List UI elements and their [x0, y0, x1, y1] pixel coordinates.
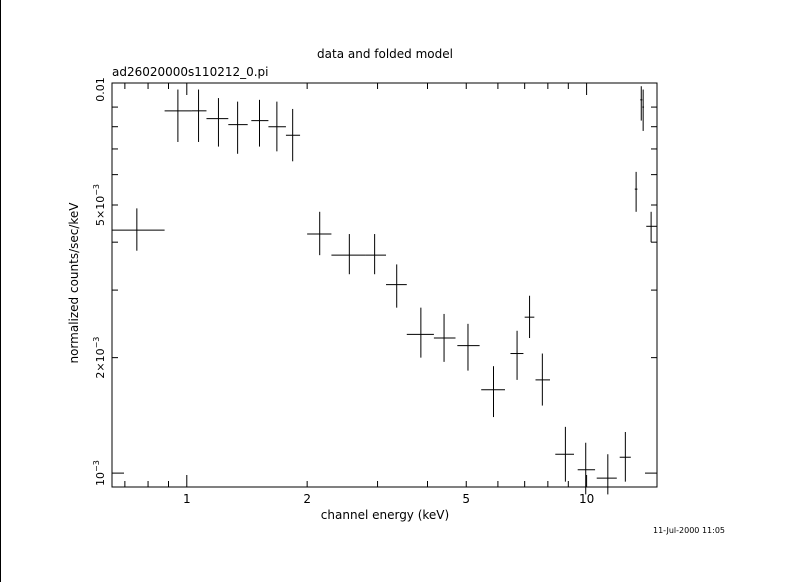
x-tick-label: 10	[579, 492, 594, 506]
data-point	[251, 99, 269, 147]
data-point	[481, 366, 505, 418]
data-point	[307, 211, 332, 256]
data-point	[365, 234, 387, 275]
x-axis-label: channel energy (keV)	[321, 508, 449, 522]
data-point	[228, 101, 248, 154]
chart-subtitle: ad26020000s110212_0.pi	[112, 65, 269, 79]
data-point	[535, 353, 551, 406]
y-tick-label: 0.01	[94, 77, 107, 102]
data-point	[206, 98, 229, 147]
data-points	[112, 86, 657, 495]
y-tick-label: 10−3	[92, 460, 107, 486]
x-tick-label: 5	[462, 492, 470, 506]
data-point	[268, 101, 286, 152]
data-point	[555, 426, 574, 482]
data-point	[619, 431, 631, 482]
data-point	[191, 89, 207, 142]
data-point	[524, 295, 535, 339]
y-tick-label: 5×10−3	[92, 184, 107, 226]
axis-ticks	[112, 83, 657, 487]
window-left-border	[0, 0, 1, 582]
chart-title: data and folded model	[317, 47, 453, 61]
tick-labels: 1 2 5 10 10−3 2×10−3 5×10−3 0.01	[92, 77, 594, 506]
timestamp: 11-Jul-2000 11:05	[653, 526, 725, 535]
data-point	[634, 171, 638, 212]
data-point	[640, 86, 643, 121]
data-point	[642, 89, 645, 131]
data-point	[285, 108, 301, 162]
y-axis-label: normalized counts/sec/keV	[67, 202, 81, 364]
x-tick-label: 1	[183, 492, 191, 506]
data-point	[510, 330, 524, 380]
data-point	[596, 454, 617, 495]
data-point	[112, 208, 165, 251]
data-point	[433, 313, 456, 362]
data-point	[386, 264, 407, 308]
data-point	[164, 89, 192, 142]
x-tick-label: 2	[303, 492, 311, 506]
plot-frame	[111, 82, 658, 488]
data-point	[406, 307, 434, 358]
y-tick-label: 2×10−3	[92, 337, 107, 379]
data-point	[457, 323, 480, 371]
data-point	[577, 442, 596, 495]
data-point	[331, 234, 366, 275]
data-point	[646, 211, 657, 243]
